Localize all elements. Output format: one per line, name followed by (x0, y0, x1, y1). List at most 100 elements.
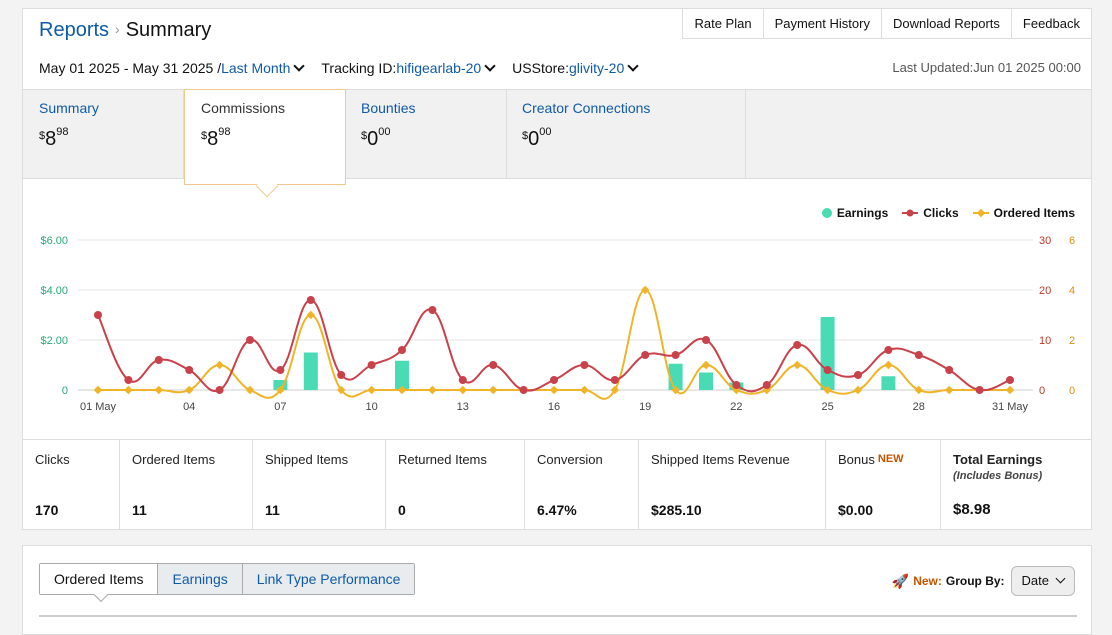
stat-returned-items: Returned Items 0 (386, 440, 525, 530)
stat-shipped-items: Shipped Items 11 (253, 440, 386, 530)
group-by-value: Date (1021, 573, 1049, 588)
breadcrumb-separator: › (115, 21, 120, 37)
payment-history-button[interactable]: Payment History (763, 8, 882, 39)
summary-tabs: Summary $898 Commissions $898 Bounties $… (23, 89, 1091, 198)
ordered-items-point (701, 360, 711, 370)
y-right-clicks-tick-label: 30 (1039, 235, 1051, 247)
store-filter[interactable]: USStore:glivity-20 (512, 60, 639, 76)
ordered-items-point (245, 385, 255, 395)
stat-shipped-value: 11 (265, 502, 280, 518)
clicks-point (945, 366, 954, 374)
earnings-bar (699, 372, 713, 390)
clicks-point (550, 376, 558, 384)
ordered-items-point (184, 385, 194, 395)
tracking-id-filter[interactable]: Tracking ID:hifigearlab-20 (321, 60, 496, 76)
tab-commissions-value: $898 (201, 126, 231, 150)
period-selector[interactable]: Last Month (221, 60, 291, 76)
stat-returned-label: Returned Items (398, 452, 487, 467)
chart-legend: Earnings Clicks Ordered Items (821, 206, 1075, 220)
clicks-point (185, 366, 194, 374)
chevron-down-icon[interactable] (627, 60, 639, 72)
tab-commissions-label: Commissions (201, 100, 286, 116)
clicks-point (458, 376, 467, 384)
stat-ordered-items: Ordered Items 11 (120, 440, 253, 530)
ordered-items-point (124, 385, 133, 395)
x-tick-label: 13 (457, 401, 469, 413)
clicks-point (94, 311, 102, 319)
rate-plan-button[interactable]: Rate Plan (682, 8, 764, 39)
stat-conversion: Conversion 6.47% (525, 440, 639, 530)
earnings-bar (303, 352, 318, 390)
earnings-bar (395, 360, 409, 390)
clicks-point (914, 351, 923, 359)
stat-ordered-value: 11 (132, 502, 147, 518)
ordered-items-point (154, 385, 164, 395)
clicks-point (428, 306, 437, 314)
tab-ordered-items[interactable]: Ordered Items (40, 564, 159, 603)
clicks-point (124, 376, 133, 384)
ordered-items-point (914, 385, 924, 395)
x-tick-label: 04 (183, 401, 195, 413)
clicks-point (489, 361, 498, 369)
date-range-filter[interactable]: May 01 2025 - May 31 2025 /Last Month (39, 60, 306, 76)
x-tick-label: 28 (913, 401, 925, 413)
summary-card: Reports › Summary Rate Plan Payment Histor… (22, 8, 1092, 530)
y-right-clicks-tick-label: 10 (1039, 335, 1051, 347)
stat-bonus-value: $0.00 (838, 502, 874, 518)
y-right-ordered-tick-label: 4 (1069, 285, 1075, 297)
breadcrumb-reports-link[interactable]: Reports (39, 19, 110, 41)
tab-creator-connections-label: Creator Connections (522, 100, 651, 116)
store-value[interactable]: glivity-20 (568, 60, 625, 76)
stat-shipped-revenue: Shipped Items Revenue $285.10 (639, 440, 826, 530)
ordered-items-point (93, 385, 103, 395)
x-tick-label: 31 May (992, 401, 1029, 413)
stat-shipped-label: Shipped Items (265, 452, 349, 467)
stat-total-sublabel: (Includes Bonus) (953, 470, 1043, 482)
legend-ordered-items[interactable]: Ordered Items (972, 206, 1075, 220)
store-label: USStore: (512, 60, 569, 76)
ordered-items-point (336, 385, 346, 395)
tracking-id-value[interactable]: hifigearlab-20 (396, 60, 482, 76)
stat-clicks: Clicks 170 (23, 440, 120, 530)
clicks-point (367, 361, 376, 369)
legend-ordered-label: Ordered Items (993, 206, 1075, 220)
feedback-button[interactable]: Feedback (1011, 8, 1092, 39)
clicks-point (702, 336, 710, 344)
x-tick-label: 01 May (80, 401, 117, 413)
clicks-point (793, 341, 802, 349)
y-left-tick-label: $4.00 (40, 285, 68, 297)
ordered-items-point (549, 385, 559, 395)
stat-revenue-label: Shipped Items Revenue (651, 452, 790, 467)
chevron-down-icon[interactable] (293, 60, 306, 72)
stats-row: Clicks 170 Ordered Items 11 Shipped Item… (23, 439, 1091, 530)
legend-clicks[interactable]: Clicks (902, 206, 959, 220)
tab-summary[interactable]: Summary $898 (23, 90, 184, 179)
clicks-point (337, 371, 346, 379)
tab-creator-connections[interactable]: Creator Connections $000 (506, 90, 746, 179)
chevron-down-icon[interactable] (484, 60, 496, 72)
ordered-items-point (276, 385, 285, 395)
earnings-bar (881, 376, 896, 390)
tab-link-type-performance[interactable]: Link Type Performance (242, 564, 415, 594)
chevron-down-icon[interactable] (1055, 573, 1066, 583)
ordered-items-point (1005, 385, 1015, 395)
x-tick-label: 07 (274, 401, 286, 413)
ordered-items-point (428, 385, 437, 395)
clicks-point (519, 386, 528, 394)
clicks-point (580, 361, 589, 369)
tab-earnings[interactable]: Earnings (158, 564, 243, 594)
clicks-point (246, 336, 254, 344)
tab-bounties[interactable]: Bounties $000 (345, 90, 507, 179)
y-right-ordered-tick-label: 6 (1069, 235, 1075, 247)
clicks-point (1006, 376, 1014, 384)
stat-bonus-label: Bonus NEW (838, 452, 904, 467)
group-by-dropdown[interactable]: Date (1010, 566, 1075, 596)
legend-earnings[interactable]: Earnings (821, 206, 888, 220)
filter-bar: May 01 2025 - May 31 2025 /Last Month Tr… (39, 60, 655, 76)
active-tab-pointer (255, 174, 279, 198)
new-badge: NEW (877, 453, 904, 465)
ordered-items-point (488, 385, 498, 395)
stat-bonus: Bonus NEW $0.00 (826, 440, 941, 530)
tab-commissions[interactable]: Commissions $898 (184, 89, 346, 198)
download-reports-button[interactable]: Download Reports (881, 8, 1012, 39)
